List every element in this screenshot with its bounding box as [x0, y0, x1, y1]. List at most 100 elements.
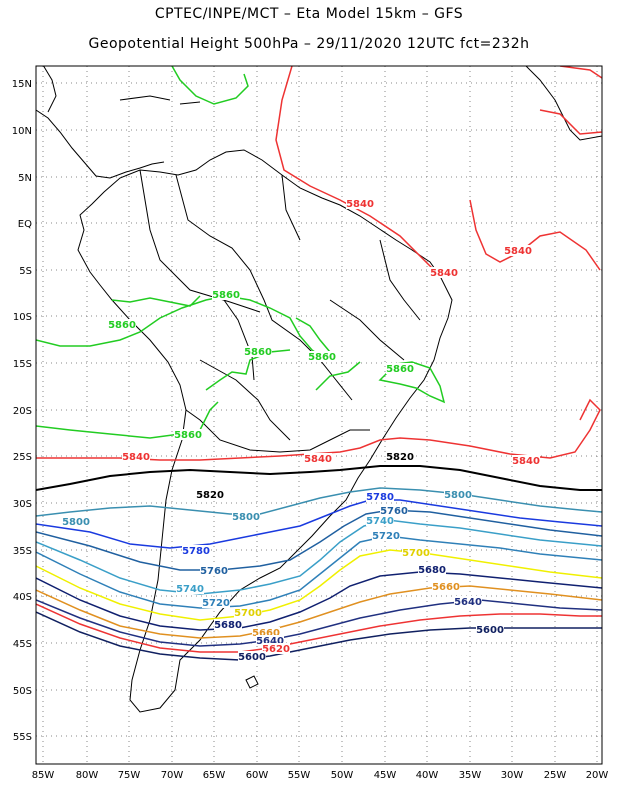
lat-tick-label: 5S [19, 266, 32, 277]
contour-label-5780: 5780 [182, 546, 210, 557]
contour-label-bg [366, 515, 394, 526]
lat-tick-label: 35S [13, 546, 32, 557]
lat-tick-label: 50S [13, 686, 32, 697]
lat-tick-label: 10N [12, 126, 32, 137]
contour-5700 [36, 549, 602, 621]
contour-label-5680: 5680 [214, 620, 242, 631]
contour-label-5760: 5760 [380, 506, 408, 517]
contour-label-5800: 5800 [232, 512, 260, 523]
contour-label-5600: 5600 [238, 652, 266, 663]
contour-label-bg [372, 530, 400, 541]
contour-label-5740: 5740 [176, 584, 204, 595]
lon-tick-label: 45W [374, 770, 397, 781]
contour-label-bg [432, 581, 460, 592]
contour-5840 [36, 66, 602, 461]
contour-label-bg [196, 489, 224, 500]
lon-tick-label: 60W [246, 770, 269, 781]
contour-label-bg [402, 547, 430, 558]
contour-label-bg [108, 319, 136, 330]
contour-label-bg [174, 429, 202, 440]
contour-label-5840: 5840 [122, 452, 150, 463]
lon-tick-label: 80W [76, 770, 99, 781]
contour-5640 [36, 599, 602, 647]
lon-tick-label: 70W [161, 770, 184, 781]
lat-tick-label: 10S [13, 312, 32, 323]
coastlines [36, 66, 602, 713]
contour-label-bg [252, 627, 280, 638]
lat-tick-label: 25S [13, 452, 32, 463]
lat-tick-label: 55S [13, 732, 32, 743]
map-title-line2: Geopotential Height 500hPa – 29/11/2020 … [88, 36, 530, 52]
contour-5680 [36, 571, 602, 631]
contour-label-5700: 5700 [402, 548, 430, 559]
contour-label-5620: 5620 [262, 644, 290, 655]
contour-label-5720: 5720 [372, 531, 400, 542]
lon-tick-label: 75W [118, 770, 141, 781]
contour-label-5660: 5660 [252, 628, 280, 639]
map-title-line1: CPTEC/INPE/MCT – Eta Model 15km – GFS [154, 6, 464, 22]
contour-5780 [36, 499, 602, 549]
contour-label-5860: 5860 [212, 290, 240, 301]
lon-tick-label: 50W [331, 770, 354, 781]
lat-tick-label: 15S [13, 359, 32, 370]
contour-label-bg [304, 453, 332, 464]
lon-tick-label: 35W [459, 770, 482, 781]
lat-tick-label: 15N [12, 79, 32, 90]
contour-label-5840: 5840 [504, 246, 532, 257]
contour-label-bg [122, 451, 150, 462]
lat-tick-label: 20S [13, 406, 32, 417]
contour-labels: 5860 5860 5860 5860 5860 5860 5840 5840 5840 5840… [62, 198, 540, 663]
contour-label-bg [386, 451, 414, 462]
contour-label-5780: 5780 [366, 492, 394, 503]
contour-label-5720: 5720 [202, 598, 230, 609]
lat-tick-label: 45S [13, 639, 32, 650]
contour-label-5640: 5640 [454, 597, 482, 608]
contour-label-5660: 5660 [432, 582, 460, 593]
contour-label-5860: 5860 [308, 352, 336, 363]
lon-tick-label: 85W [32, 770, 55, 781]
contour-5760 [36, 509, 602, 571]
latitude-tick-labels: 15N 10N 5N EQ 5S 10S 15S 20S 25S 30S 35S 40S 45S 50S 5… [12, 79, 32, 743]
contour-5820 [36, 465, 602, 491]
contour-label-5600: 5600 [476, 625, 504, 636]
lat-tick-label: EQ [18, 219, 32, 230]
contour-label-bg [244, 346, 272, 357]
lon-tick-label: 20W [586, 770, 609, 781]
lon-tick-label: 55W [288, 770, 311, 781]
contour-label-bg [430, 267, 458, 278]
contour-label-bg [262, 643, 290, 654]
contour-label-bg [504, 245, 532, 256]
contour-label-bg [418, 564, 446, 575]
contour-label-bg [232, 511, 260, 522]
contour-label-5740: 5740 [366, 516, 394, 527]
contour-label-bg [346, 198, 374, 209]
contour-5620 [36, 603, 602, 653]
contour-label-5800: 5800 [444, 490, 472, 501]
contour-label-bg [62, 516, 90, 527]
contour-label-bg [256, 635, 284, 646]
contour-label-bg [366, 491, 394, 502]
contour-5800 [36, 487, 602, 517]
lat-tick-label: 5N [18, 173, 32, 184]
map-gridlines [36, 66, 602, 764]
contour-label-bg [214, 619, 242, 630]
contour-label-5840: 5840 [346, 199, 374, 210]
contour-label-5860: 5860 [386, 364, 414, 375]
contour-label-bg [476, 624, 504, 635]
contour-5660 [36, 585, 602, 639]
contour-5740 [36, 519, 602, 595]
contour-label-5820: 5820 [196, 490, 224, 501]
contour-label-5800: 5800 [62, 517, 90, 528]
contour-label-bg [386, 363, 414, 374]
contour-label-bg [512, 455, 540, 466]
contour-label-bg [454, 596, 482, 607]
contour-label-bg [238, 651, 266, 662]
contour-label-bg [202, 597, 230, 608]
contour-label-5840: 5840 [512, 456, 540, 467]
contour-label-5640: 5640 [256, 636, 284, 647]
contour-label-bg [380, 505, 408, 516]
contour-label-bg [234, 607, 262, 618]
contour-label-5700: 5700 [234, 608, 262, 619]
contour-label-bg [182, 545, 210, 556]
